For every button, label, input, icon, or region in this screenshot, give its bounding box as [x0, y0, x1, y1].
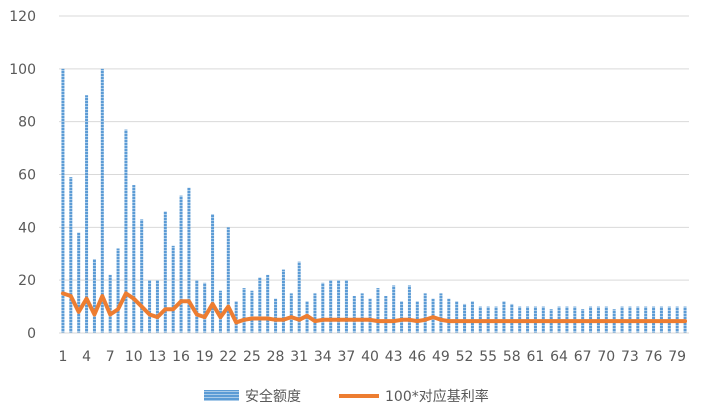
- x-tick-label: 52: [456, 349, 474, 365]
- bar: [392, 285, 396, 333]
- bar: [510, 303, 514, 333]
- line-path: [60, 291, 688, 325]
- gridlines: [59, 15, 689, 334]
- y-tick-label: 40: [18, 220, 36, 236]
- bar: [140, 219, 144, 333]
- bar: [85, 95, 89, 333]
- x-tick-label: 16: [172, 349, 190, 365]
- bar: [455, 301, 459, 333]
- bar: [321, 282, 325, 333]
- bar: [258, 277, 262, 333]
- bar: [242, 288, 246, 333]
- bar: [329, 280, 333, 333]
- x-tick-label: 79: [668, 349, 686, 365]
- bar: [313, 293, 317, 333]
- bar: [124, 129, 128, 333]
- bar: [234, 301, 238, 333]
- x-tick-label: 4: [82, 349, 91, 365]
- bar: [447, 298, 451, 333]
- bar: [77, 232, 81, 333]
- x-tick-label: 19: [196, 349, 214, 365]
- x-tick-label: 40: [361, 349, 379, 365]
- bar: [226, 227, 230, 333]
- bar: [69, 177, 73, 333]
- bar: [163, 211, 167, 333]
- bar: [281, 269, 285, 333]
- x-tick-label: 61: [527, 349, 545, 365]
- bar: [407, 285, 411, 333]
- bar: [470, 301, 474, 333]
- x-tick-label: 1: [58, 349, 67, 365]
- y-tick-label: 60: [18, 168, 36, 184]
- legend-swatch-bar: [204, 390, 239, 401]
- bar: [344, 280, 348, 333]
- bar: [376, 288, 380, 333]
- x-tick-label: 46: [408, 349, 426, 365]
- bar: [384, 296, 388, 333]
- bar: [360, 293, 364, 333]
- x-tick-label: 76: [645, 349, 663, 365]
- bar: [368, 298, 372, 333]
- bar: [218, 290, 222, 333]
- x-tick-label: 73: [621, 349, 639, 365]
- bar: [463, 303, 467, 333]
- bar: [337, 280, 341, 333]
- bar: [195, 280, 199, 333]
- y-tick-label: 0: [27, 326, 36, 342]
- bar: [352, 296, 356, 333]
- x-tick-label: 31: [290, 349, 308, 365]
- bar: [148, 280, 152, 333]
- x-tick-label: 34: [314, 349, 332, 365]
- bar-series: [61, 68, 687, 333]
- x-tick-label: 10: [125, 349, 143, 365]
- x-tick-label: 43: [385, 349, 403, 365]
- x-tick-label: 28: [267, 349, 285, 365]
- legend: 安全额度 100*对应基利率: [204, 388, 489, 405]
- x-tick-label: 70: [597, 349, 615, 365]
- x-tick-label: 67: [574, 349, 592, 365]
- y-tick-label: 20: [18, 273, 36, 289]
- bar: [266, 274, 270, 333]
- legend-label-bar: 安全额度: [245, 388, 301, 405]
- bar: [108, 274, 112, 333]
- bar: [439, 293, 443, 333]
- bar: [297, 261, 301, 333]
- x-tick-label: 7: [106, 349, 115, 365]
- x-tick-label: 58: [503, 349, 521, 365]
- bar: [415, 301, 419, 333]
- y-axis: 0 20 40 60 80 100 120: [9, 9, 36, 342]
- y-tick-label: 100: [9, 62, 36, 78]
- bar: [289, 293, 293, 333]
- y-tick-label: 80: [18, 115, 36, 131]
- bar: [423, 293, 427, 333]
- x-tick-label: 37: [338, 349, 356, 365]
- y-tick-label: 120: [9, 9, 36, 25]
- bar: [400, 301, 404, 333]
- x-tick-label: 25: [243, 349, 261, 365]
- bar: [92, 259, 96, 333]
- legend-label-line: 100*对应基利率: [385, 388, 489, 405]
- bar: [502, 301, 506, 333]
- bar: [155, 280, 159, 333]
- x-tick-label: 22: [219, 349, 237, 365]
- bar: [100, 68, 104, 333]
- x-axis: 1 4 7 10 13 16 19 22 25 28 31 34 37 40 43 46 49 52 55 58 61 6…: [58, 332, 689, 365]
- line-series: [60, 291, 688, 325]
- x-tick-label: 55: [479, 349, 497, 365]
- x-tick-label: 64: [550, 349, 568, 365]
- bar: [61, 68, 65, 333]
- bar: [171, 245, 175, 333]
- bar: [116, 248, 120, 333]
- bar: [187, 187, 191, 333]
- bar: [274, 298, 278, 333]
- bar: [203, 282, 207, 333]
- bar: [179, 195, 183, 333]
- bar: [132, 185, 136, 333]
- bar: [250, 290, 254, 333]
- x-tick-label: 49: [432, 349, 450, 365]
- x-tick-label: 13: [149, 349, 167, 365]
- bar: [211, 214, 215, 333]
